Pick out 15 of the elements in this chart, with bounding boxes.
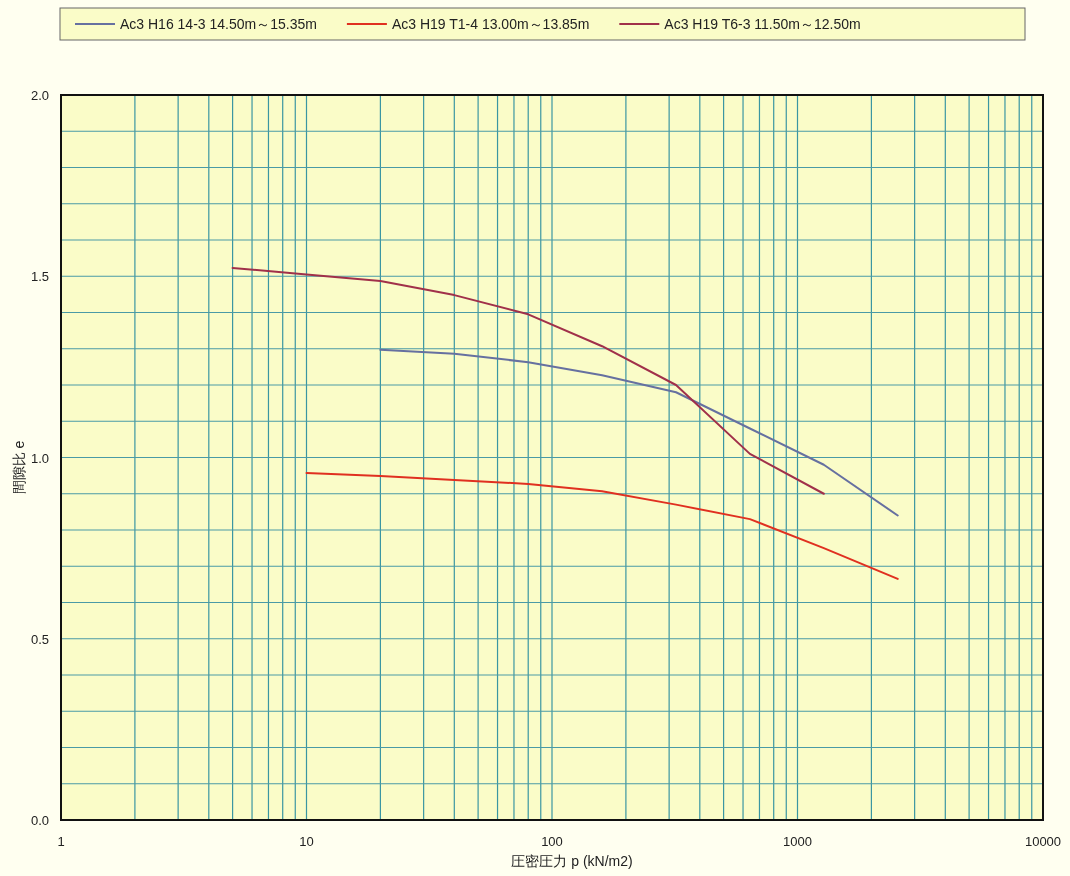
- y-tick-label: 0.5: [30, 631, 49, 647]
- y-axis-title: 間隙比 e: [11, 440, 27, 495]
- x-tick-label: 10000: [1024, 834, 1062, 849]
- x-tick-label: 10: [299, 834, 314, 849]
- legend-label: Ac3 H19 T6-3 11.50m～12.50m: [664, 16, 861, 32]
- y-tick-label: 0.0: [30, 813, 49, 828]
- legend-label: Ac3 H16 14-3 14.50m～15.35m: [120, 16, 317, 32]
- x-axis-title: 圧密圧力 p (kN/m2): [511, 853, 633, 869]
- x-tick-label: 1: [57, 834, 65, 849]
- y-tick-label: 1.0: [30, 450, 49, 466]
- legend-label: Ac3 H19 T1-4 13.00m～13.85m: [391, 16, 590, 32]
- x-tick-label: 100: [541, 834, 563, 849]
- y-tick-label: 2.0: [30, 88, 49, 103]
- y-tick-label: 1.5: [30, 269, 49, 285]
- x-tick-label: 1000: [783, 834, 812, 849]
